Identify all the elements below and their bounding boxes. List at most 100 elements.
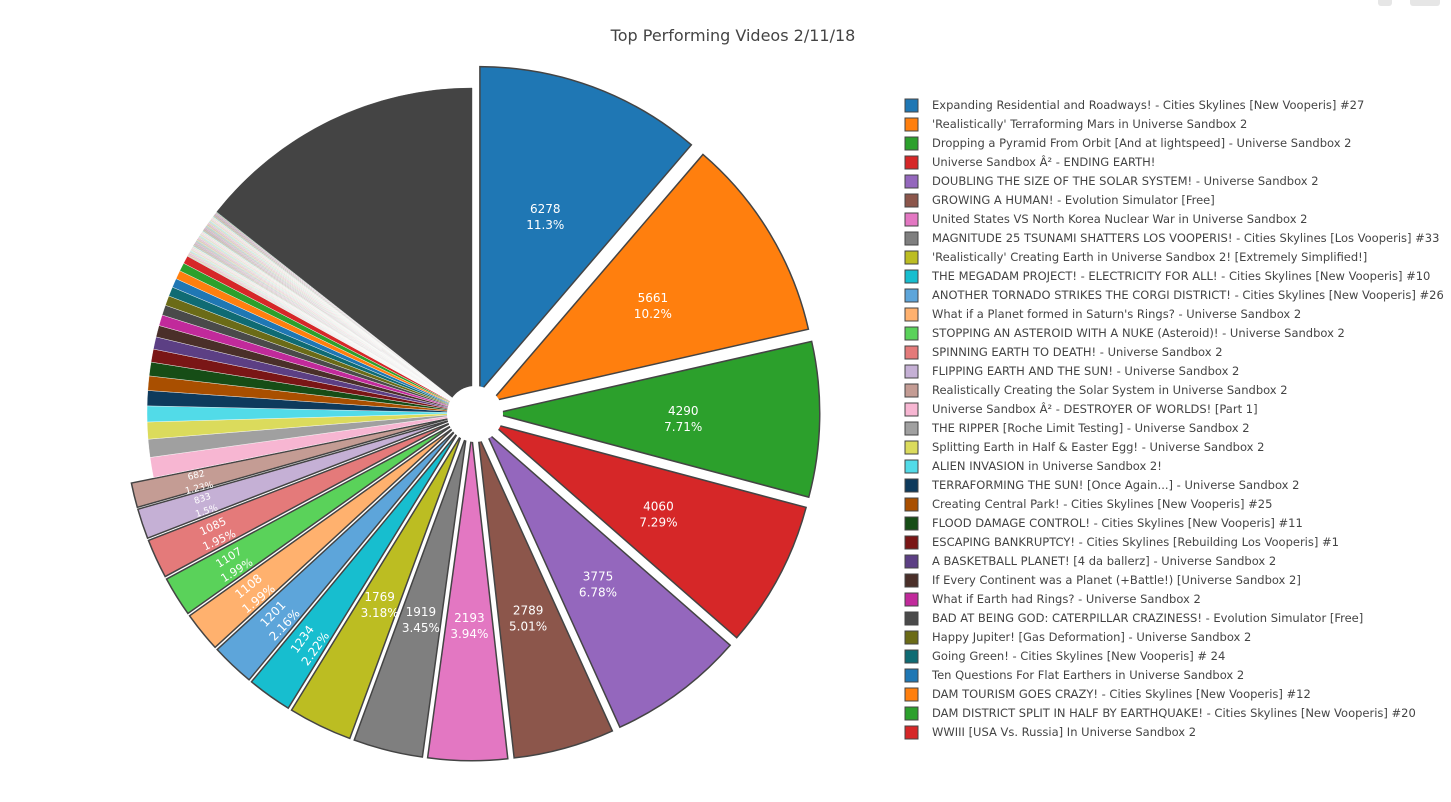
legend-swatch (904, 687, 919, 702)
legend-item[interactable]: BAD AT BEING GOD: CATERPILLAR CRAZINESS!… (904, 611, 1363, 626)
legend-item[interactable]: Dropping a Pyramid From Orbit [And at li… (904, 136, 1351, 151)
slice-percent-label: 7.71% (664, 420, 702, 434)
legend-label: Going Green! - Cities Skylines [New Voop… (932, 649, 1225, 663)
legend-swatch (904, 288, 919, 303)
legend-item[interactable]: Universe Sandbox Â² - ENDING EARTH! (904, 154, 1155, 170)
modebar-logo-icon[interactable] (1410, 0, 1440, 6)
legend-label: THE RIPPER [Roche Limit Testing] - Unive… (931, 421, 1250, 435)
slice-label-3: 4290 7.71% (664, 404, 702, 434)
pie-slice-5[interactable] (484, 430, 732, 729)
slice-value-label: 4060 (643, 499, 674, 513)
pie-center-hole (447, 386, 503, 442)
legend-swatch (904, 440, 919, 455)
legend-swatch (904, 98, 919, 113)
legend-item[interactable]: DOUBLING THE SIZE OF THE SOLAR SYSTEM! -… (904, 174, 1319, 189)
legend-item[interactable]: WWIII [USA Vs. Russia] In Universe Sandb… (904, 725, 1196, 740)
legend-item[interactable]: GROWING A HUMAN! - Evolution Simulator [… (904, 193, 1215, 208)
legend-label: TERRAFORMING THE SUN! [Once Again...] - … (931, 478, 1299, 492)
legend-item[interactable]: ESCAPING BANKRUPTCY! - Cities Skylines [… (904, 535, 1339, 550)
legend-swatch (904, 478, 919, 493)
slice-label-6: 2789 5.01% (509, 604, 547, 634)
pie-slice-14[interactable] (147, 421, 452, 578)
legend-item[interactable]: United States VS North Korea Nuclear War… (904, 212, 1307, 227)
legend-swatch (904, 345, 919, 360)
pie-slice-11[interactable] (216, 428, 457, 681)
pie-slice-6[interactable] (477, 434, 614, 759)
slice-value-label: 682 (187, 469, 206, 483)
legend-label: Universe Sandbox Â² - DESTROYER OF WORLD… (932, 401, 1258, 416)
legend-label: DOUBLING THE SIZE OF THE SOLAR SYSTEM! -… (932, 174, 1319, 188)
legend-item[interactable]: STOPPING AN ASTEROID WITH A NUKE (Astero… (904, 326, 1345, 341)
legend-item[interactable]: DAM DISTRICT SPLIT IN HALF BY EARTHQUAKE… (904, 706, 1416, 721)
pie-slice-2[interactable] (489, 153, 810, 403)
legend-item[interactable]: Expanding Residential and Roadways! - Ci… (904, 98, 1364, 113)
pie-slice-10[interactable] (250, 431, 460, 710)
slice-label-2: 5661 10.2% (634, 291, 672, 321)
slice-percent-label: 5.01% (509, 620, 547, 634)
legend-swatch (904, 611, 919, 626)
legend-label: Dropping a Pyramid From Orbit [And at li… (932, 136, 1351, 150)
legend-swatch (904, 269, 919, 284)
legend-label: If Every Continent was a Planet (+Battle… (932, 573, 1301, 587)
slice-percent-label: 6.78% (579, 586, 617, 600)
legend[interactable]: Expanding Residential and Roadways! - Ci… (904, 98, 1444, 740)
legend-item[interactable]: Going Green! - Cities Skylines [New Voop… (904, 649, 1225, 664)
slice-value-label: 2193 (454, 611, 485, 625)
legend-item[interactable]: Realistically Creating the Solar System … (904, 383, 1288, 398)
pie-slice-9[interactable] (290, 433, 463, 740)
legend-item[interactable]: Splitting Earth in Half & Easter Egg! - … (904, 440, 1264, 455)
pie-slice-3[interactable] (494, 340, 821, 499)
legend-label: ALIEN INVASION in Universe Sandbox 2! (932, 459, 1162, 473)
legend-item[interactable]: DAM TOURISM GOES CRAZY! - Cities Skyline… (904, 687, 1311, 702)
legend-item[interactable]: 'Realistically' Terraforming Mars in Uni… (904, 117, 1247, 132)
legend-label: Ten Questions For Flat Earthers in Unive… (931, 668, 1244, 682)
legend-item[interactable]: What if a Planet formed in Saturn's Ring… (904, 307, 1301, 322)
legend-swatch (904, 421, 919, 436)
legend-item[interactable]: MAGNITUDE 25 TSUNAMI SHATTERS LOS VOOPER… (904, 231, 1439, 246)
pie-slice-15[interactable] (136, 419, 451, 540)
legend-label: Happy Jupiter! [Gas Deformation] - Unive… (932, 630, 1251, 644)
legend-swatch (904, 136, 919, 151)
legend-item[interactable]: Ten Questions For Flat Earthers in Unive… (904, 668, 1244, 683)
legend-item[interactable]: FLOOD DAMAGE CONTROL! - Cities Skylines … (904, 516, 1303, 531)
pie-slice-1[interactable] (479, 65, 693, 394)
pie-slice-12[interactable] (188, 426, 455, 649)
legend-label: DAM DISTRICT SPLIT IN HALF BY EARTHQUAKE… (932, 706, 1416, 720)
pie-slice-13[interactable] (165, 424, 454, 615)
legend-item[interactable]: SPINNING EARTH TO DEATH! - Universe Sand… (904, 345, 1223, 360)
legend-item[interactable]: ANOTHER TORNADO STRIKES THE CORGI DISTRI… (904, 288, 1444, 303)
pie-slice-8[interactable] (353, 434, 468, 758)
pie-slice-remainder[interactable] (216, 87, 473, 414)
slices-layer (130, 65, 821, 762)
legend-swatch (904, 117, 919, 132)
legend-item[interactable]: What if Earth had Rings? - Universe Sand… (904, 592, 1201, 607)
legend-item[interactable]: A BASKETBALL PLANET! [4 da ballerz] - Un… (904, 554, 1276, 569)
legend-item[interactable]: 'Realistically' Creating Earth in Univer… (904, 250, 1367, 265)
legend-item[interactable]: Universe Sandbox Â² - DESTROYER OF WORLD… (904, 401, 1258, 417)
slice-value-label: 1769 (364, 590, 395, 604)
legend-item[interactable]: THE MEGADAM PROJECT! - ELECTRICITY FOR A… (904, 269, 1430, 284)
pie-slice-16[interactable] (130, 417, 451, 509)
slice-label-5: 3775 6.78% (579, 570, 617, 600)
legend-swatch (904, 535, 919, 550)
legend-label: ANOTHER TORNADO STRIKES THE CORGI DISTRI… (932, 288, 1444, 302)
legend-swatch (904, 326, 919, 341)
modebar-camera-icon[interactable] (1378, 0, 1392, 6)
pie-slice-7[interactable] (426, 435, 509, 762)
legend-label: BAD AT BEING GOD: CATERPILLAR CRAZINESS!… (932, 611, 1363, 625)
legend-item[interactable]: THE RIPPER [Roche Limit Testing] - Unive… (904, 421, 1250, 436)
slice-label-1: 6278 11.3% (526, 202, 564, 232)
legend-item[interactable]: FLIPPING EARTH AND THE SUN! - Universe S… (904, 364, 1239, 379)
legend-item[interactable]: Happy Jupiter! [Gas Deformation] - Unive… (904, 630, 1251, 645)
legend-item[interactable]: If Every Continent was a Planet (+Battle… (904, 573, 1301, 588)
legend-item[interactable]: Creating Central Park! - Cities Skylines… (904, 497, 1272, 512)
slice-label-8: 1919 3.45% (402, 605, 440, 635)
legend-label: What if Earth had Rings? - Universe Sand… (932, 592, 1201, 606)
legend-item[interactable]: TERRAFORMING THE SUN! [Once Again...] - … (904, 478, 1299, 493)
legend-swatch (904, 250, 919, 265)
pie-slice-4[interactable] (491, 422, 808, 639)
legend-item[interactable]: ALIEN INVASION in Universe Sandbox 2! (904, 459, 1162, 474)
legend-swatch (904, 497, 919, 512)
slice-percent-label: 3.45% (402, 621, 440, 635)
